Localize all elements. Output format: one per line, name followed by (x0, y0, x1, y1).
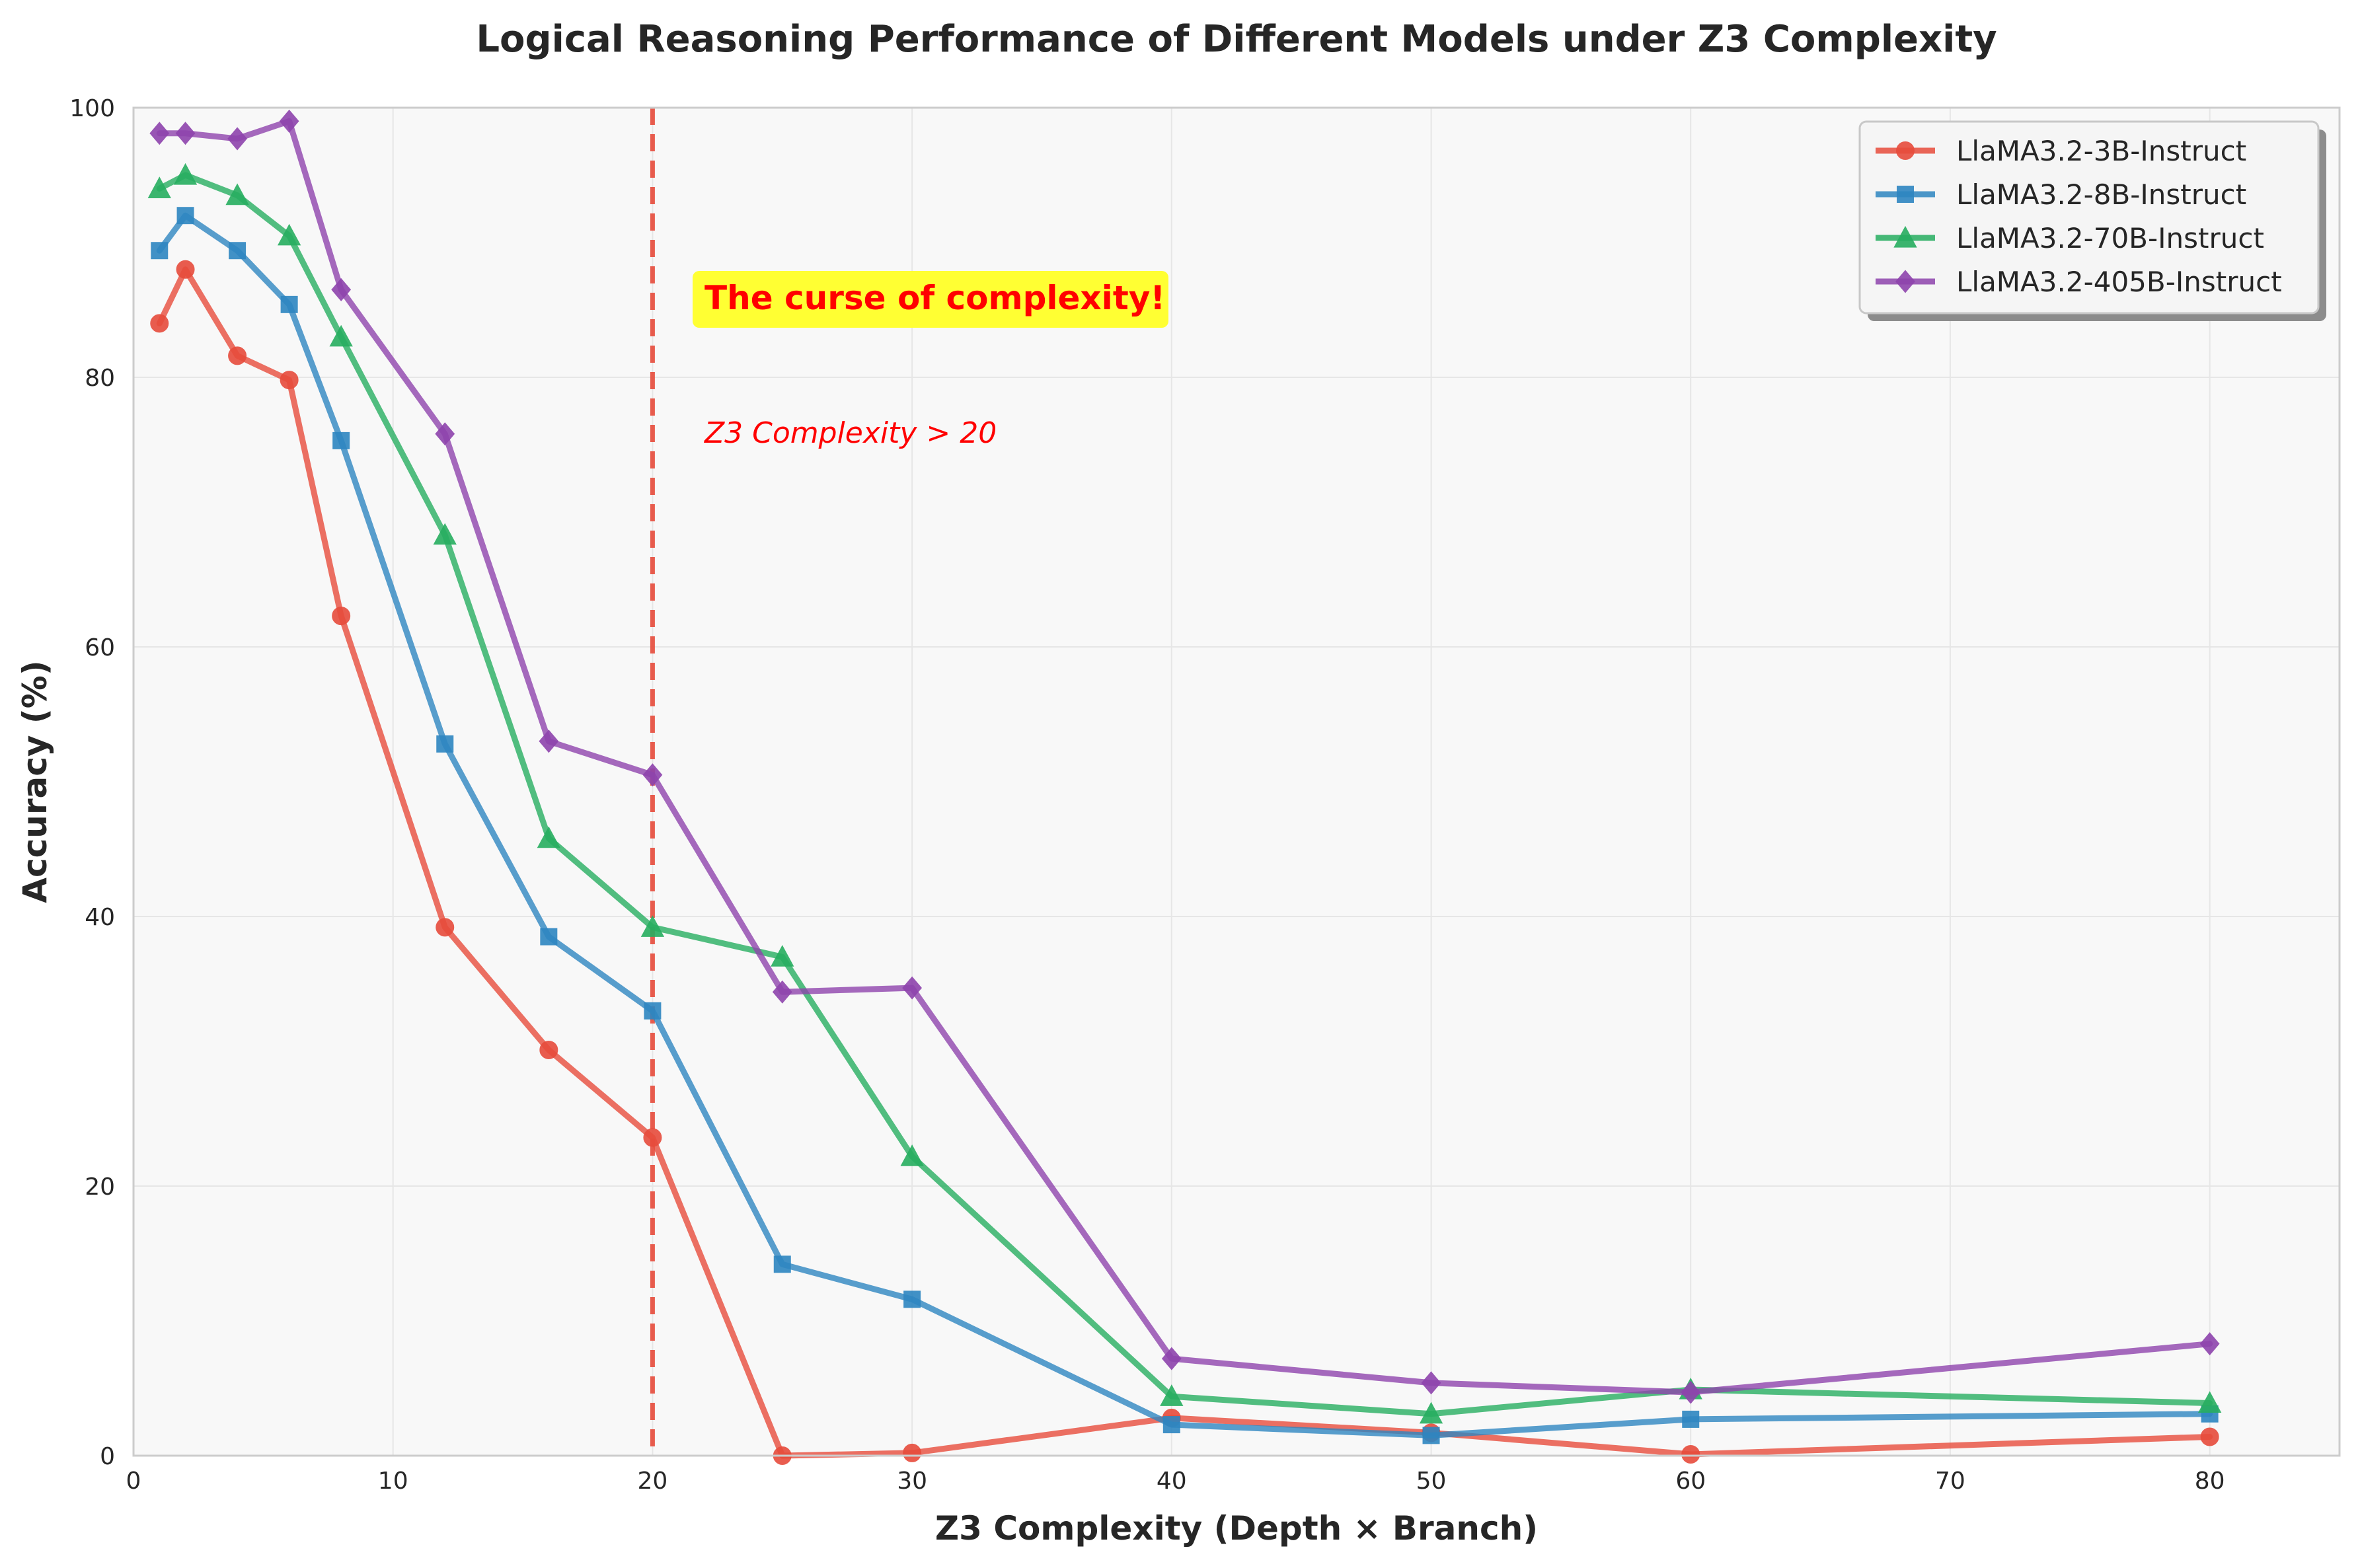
y-axis-label: Accuracy (%) (16, 660, 54, 903)
x-tick-label: 20 (638, 1468, 668, 1495)
data-point (147, 176, 171, 198)
data-point (228, 346, 247, 365)
data-point (1419, 1401, 1443, 1424)
data-point (331, 278, 352, 301)
series-4 (149, 109, 2220, 1404)
series-1 (150, 260, 2219, 1465)
y-tick-label: 0 (100, 1443, 115, 1470)
series-line (156, 212, 2213, 1438)
annotation-highlight-box (693, 271, 1168, 328)
complexity-threshold-note: Z3 Complexity > 20 (704, 416, 997, 450)
data-point (1681, 1444, 1700, 1464)
legend-box (1858, 120, 2320, 315)
data-point (436, 735, 454, 753)
data-point (642, 763, 663, 787)
legend-label: LlaMA3.2-3B-Instruct (1956, 135, 2246, 167)
curse-of-complexity-annotation: The curse of complexity! (704, 279, 1165, 317)
legend-item: LlaMA3.2-405B-Instruct (1876, 266, 2282, 298)
plot-border (132, 106, 2341, 1457)
data-point (902, 976, 923, 1000)
chart-title: Logical Reasoning Performance of Differe… (476, 18, 1997, 61)
x-tick-label: 10 (378, 1468, 408, 1495)
data-point (435, 422, 455, 446)
x-tick-label: 30 (897, 1468, 927, 1495)
legend: LlaMA3.2-3B-Instruct LlaMA3.2-8B-Instruct… (1858, 120, 2326, 321)
data-point (1160, 1384, 1184, 1406)
data-point (176, 260, 195, 279)
y-tick-label: 20 (85, 1174, 115, 1201)
data-point (540, 928, 558, 946)
data-point (329, 324, 353, 347)
data-point (332, 607, 351, 626)
data-point (1422, 1427, 1440, 1444)
series-line (156, 118, 2213, 1396)
legend-label: LlaMA3.2-8B-Instruct (1956, 178, 2246, 211)
data-point (436, 918, 455, 937)
data-point (2200, 1427, 2219, 1446)
series-layer (147, 109, 2222, 1465)
data-point (225, 183, 249, 205)
y-tick-label: 100 (69, 95, 115, 122)
data-point (175, 122, 196, 145)
x-tick-label: 40 (1157, 1468, 1187, 1495)
data-point (433, 523, 457, 545)
data-point (2199, 1332, 2220, 1356)
y-axis-ticks: 0 20 40 60 80 100 (69, 95, 115, 1470)
x-axis-label: Z3 Complexity (Depth × Branch) (935, 1509, 1538, 1548)
y-tick-label: 40 (85, 904, 115, 931)
data-point (280, 371, 299, 390)
legend-marker (1893, 225, 1917, 248)
y-tick-label: 60 (85, 634, 115, 661)
data-point (150, 314, 169, 333)
data-point (173, 163, 198, 185)
x-tick-label: 60 (1675, 1468, 1706, 1495)
data-point (644, 1002, 662, 1020)
legend-item: LlaMA3.2-70B-Instruct (1876, 222, 2264, 254)
legend-item: LlaMA3.2-8B-Instruct (1876, 178, 2246, 211)
data-point (332, 431, 350, 449)
data-point (279, 109, 299, 133)
data-point (149, 122, 170, 145)
data-point (643, 1128, 662, 1147)
data-point (280, 295, 298, 313)
data-point (2197, 1391, 2222, 1413)
data-point (772, 980, 792, 1004)
legend-label: LlaMA3.2-405B-Instruct (1956, 266, 2282, 298)
data-point (277, 223, 301, 246)
data-point (1681, 1380, 1701, 1404)
data-point (903, 1443, 922, 1462)
data-point (229, 242, 247, 260)
x-tick-label: 0 (126, 1468, 141, 1495)
data-point (1682, 1410, 1700, 1428)
x-tick-label: 80 (2195, 1468, 2225, 1495)
legend-item: LlaMA3.2-3B-Instruct (1876, 135, 2246, 167)
data-point (1421, 1371, 1441, 1395)
data-point (1161, 1347, 1182, 1370)
data-point (539, 729, 559, 753)
legend-label: LlaMA3.2-70B-Instruct (1956, 222, 2264, 254)
y-tick-label: 80 (85, 365, 115, 392)
data-point (227, 127, 247, 151)
legend-marker (1897, 186, 1914, 203)
legend-marker (1896, 141, 1915, 160)
data-point (151, 242, 169, 260)
data-point (900, 1144, 924, 1166)
series-line (156, 266, 2213, 1459)
data-point (176, 207, 194, 225)
legend-marker (1895, 270, 1915, 293)
plot-area (133, 108, 2340, 1456)
x-axis-ticks: 0 10 20 30 40 50 60 70 80 (126, 1468, 2225, 1495)
data-point (1162, 1416, 1180, 1434)
data-point (771, 945, 794, 967)
x-tick-label: 50 (1416, 1468, 1447, 1495)
series-3 (147, 163, 2222, 1424)
legend-items: LlaMA3.2-3B-Instruct LlaMA3.2-8B-Instruct… (1876, 135, 2282, 298)
data-point (903, 1290, 921, 1308)
data-point (640, 915, 665, 937)
data-point (773, 1255, 791, 1273)
data-point (537, 826, 561, 848)
data-point (539, 1040, 558, 1059)
x-tick-label: 70 (1935, 1468, 1965, 1495)
